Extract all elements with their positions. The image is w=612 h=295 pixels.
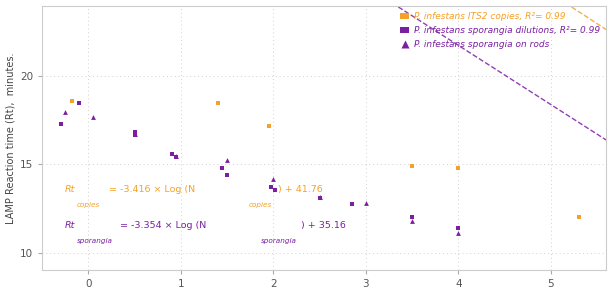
Point (130, 133, 140, 138)
Point (583, 277, 593, 282)
Point (361, 201, 371, 206)
Point (315, 195, 324, 199)
Point (130, 131, 140, 136)
Text: ) + 41.76: ) + 41.76 (278, 185, 323, 194)
Text: Rt: Rt (65, 221, 75, 230)
Point (171, 153, 181, 158)
Point (56, 122, 65, 126)
Point (271, 188, 280, 192)
Point (269, 176, 278, 181)
Text: Rt: Rt (65, 185, 75, 194)
Point (60, 109, 70, 114)
Point (574, 215, 584, 220)
Text: = -3.416 × Log (N: = -3.416 × Log (N (106, 185, 195, 194)
Y-axis label: LAMP Reaction time (Rt),  minutes.: LAMP Reaction time (Rt), minutes. (6, 52, 15, 224)
Point (407, 219, 417, 223)
Point (222, 158, 232, 163)
Point (267, 184, 277, 189)
Text: copies: copies (77, 202, 100, 208)
Legend: P. infestans ITS2 copies, R²= 0.99, P. infestans sporangia dilutions, R²= 0.99, : P. infestans ITS2 copies, R²= 0.99, P. i… (398, 10, 602, 51)
Point (171, 155, 181, 160)
Point (130, 130, 140, 134)
Text: copies: copies (249, 202, 272, 208)
Point (67, 99, 76, 103)
Point (213, 100, 223, 105)
Point (453, 226, 463, 230)
Text: sporangia: sporangia (261, 237, 296, 244)
Point (88, 114, 98, 119)
Text: = -3.354 × Log (N: = -3.354 × Log (N (117, 221, 206, 230)
Point (74, 100, 84, 105)
Point (222, 173, 232, 177)
Point (407, 215, 417, 220)
Point (264, 123, 274, 128)
Point (347, 202, 357, 206)
Point (453, 231, 463, 236)
Point (217, 166, 227, 171)
Text: sporangia: sporangia (77, 237, 113, 244)
Text: ) + 35.16: ) + 35.16 (300, 221, 345, 230)
Point (166, 152, 176, 156)
Point (315, 196, 324, 200)
Point (407, 164, 417, 169)
Point (453, 166, 463, 171)
